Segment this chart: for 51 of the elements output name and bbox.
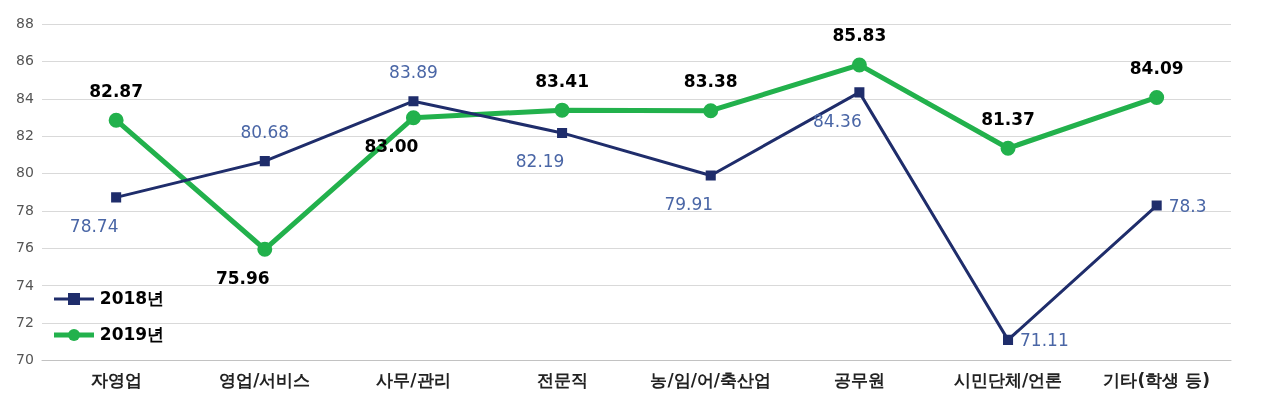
- point: [854, 87, 865, 98]
- data-label: 82.87: [89, 80, 144, 101]
- point: [111, 192, 122, 203]
- x-tick-label: 사무/관리: [376, 370, 451, 391]
- y-tick-label: 72: [15, 313, 34, 330]
- data-label: 85.83: [832, 25, 887, 46]
- legend-label: 2018년: [99, 287, 165, 311]
- data-label: 83.38: [683, 71, 738, 92]
- x-tick-label: 시민단체/언론: [953, 370, 1063, 391]
- x-tick-label: 농/임/어/축산업: [650, 370, 772, 391]
- data-label: 71.11: [1020, 330, 1069, 351]
- point: [1002, 334, 1014, 345]
- y-tick-label: 76: [15, 239, 34, 256]
- data-label: 84.36: [813, 110, 862, 131]
- point: [408, 96, 419, 107]
- y-tick-label: 80: [15, 164, 34, 181]
- y-tick-label: 70: [15, 351, 34, 368]
- legend-label: 2019년: [99, 323, 165, 347]
- y-tick-label: 78: [15, 201, 34, 218]
- y-tick-label: 86: [15, 52, 34, 69]
- data-label: 78.74: [69, 215, 119, 236]
- point: [554, 102, 570, 118]
- data-label: 83.89: [389, 61, 438, 82]
- point: [108, 112, 124, 128]
- data-label: 75.96: [215, 267, 270, 288]
- y-tick-label: 88: [15, 15, 34, 32]
- point: [1151, 200, 1162, 211]
- x-tick-label: 전문직: [536, 370, 588, 391]
- point: [557, 127, 568, 138]
- data-label: 83.41: [535, 70, 589, 91]
- data-label: 82.19: [515, 151, 565, 172]
- data-label: 79.91: [664, 193, 714, 214]
- x-tick-label: 공무원: [833, 370, 885, 391]
- point: [257, 241, 273, 257]
- data-label: 84.09: [1129, 57, 1184, 78]
- y-tick-label: 82: [15, 127, 34, 144]
- x-tick-label: 영업/서비스: [219, 370, 311, 391]
- point: [1000, 140, 1016, 156]
- point: [703, 103, 719, 119]
- point: [259, 156, 270, 167]
- y-tick-label: 84: [15, 89, 34, 106]
- data-label: 80.68: [240, 121, 290, 142]
- x-tick-label: 자영업: [90, 370, 142, 391]
- y-tick-label: 74: [15, 276, 34, 293]
- point: [705, 170, 716, 181]
- point: [1149, 89, 1165, 105]
- point: [405, 110, 421, 126]
- data-label: 78.3: [1168, 196, 1207, 216]
- point: [851, 57, 867, 73]
- x-tick-label: 기타(학생 등): [1103, 370, 1210, 391]
- data-label: 81.37: [981, 108, 1035, 129]
